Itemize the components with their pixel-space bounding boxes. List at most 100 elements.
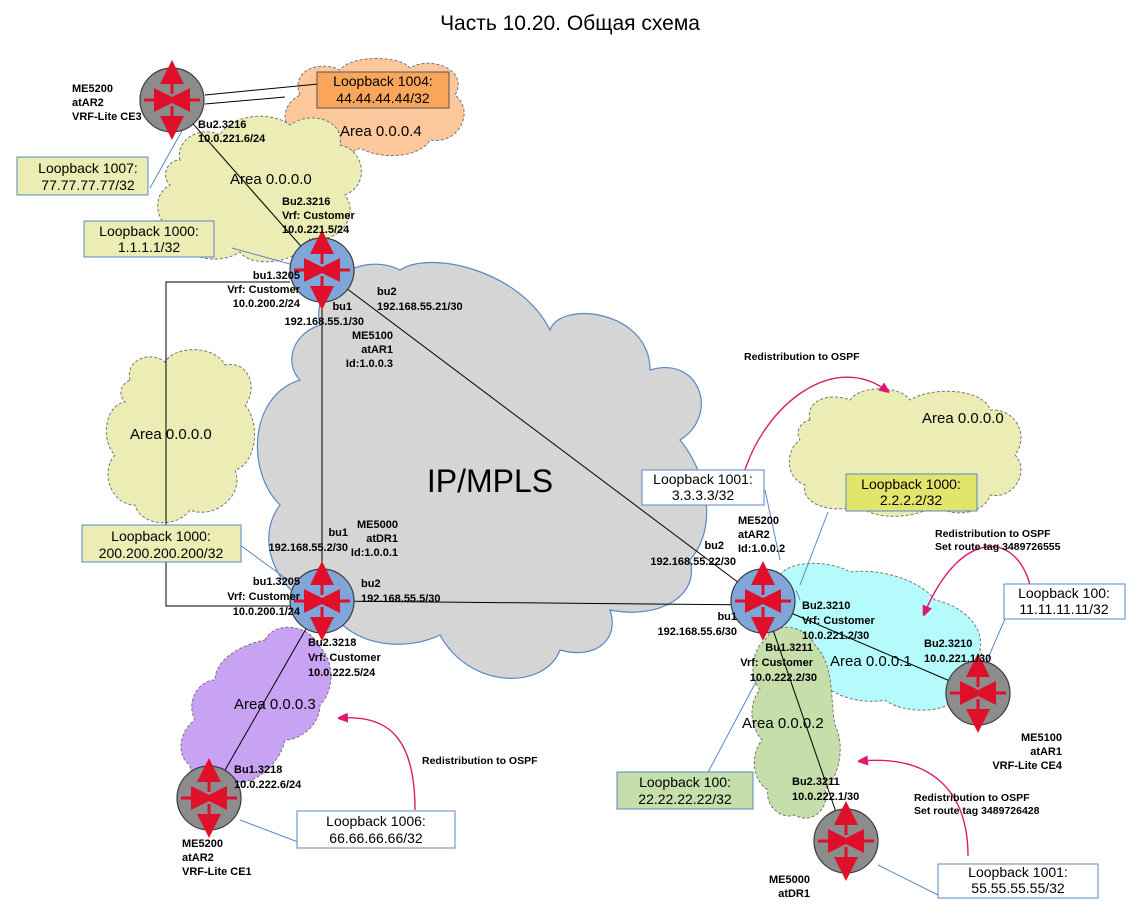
router-ar1[interactable] bbox=[289, 230, 355, 310]
link-dr1-ce1 bbox=[208, 600, 323, 799]
iface-dr1-bu2-3218: Bu2.3218 Vrf: Customer 10.0.222.5/24 bbox=[308, 637, 381, 679]
svg-text:11.11.11.11/32: 11.11.11.11/32 bbox=[1019, 601, 1108, 617]
svg-text:10.0.200.1/24: 10.0.200.1/24 bbox=[233, 606, 301, 618]
iface-ar2-bu1-3211: Bu1.3211 Vrf: Customer 10.0.222.2/30 bbox=[740, 642, 817, 684]
svg-text:atAR1: atAR1 bbox=[1030, 746, 1062, 758]
router-ce3-label: ME5200 atAR2 VRF-Lite CE3 bbox=[72, 83, 142, 123]
svg-text:bu1.3205: bu1.3205 bbox=[253, 576, 300, 588]
svg-text:atAR1: atAR1 bbox=[361, 344, 393, 356]
router-ce1[interactable] bbox=[176, 758, 242, 838]
loopback-1006-box: Loopback 1006: 66.66.66.66/32 bbox=[296, 810, 456, 849]
svg-text:bu2: bu2 bbox=[377, 286, 397, 298]
svg-text:10.0.200.2/24: 10.0.200.2/24 bbox=[233, 298, 301, 310]
loopback-1000-b-box: Loopback 1000: 200.200.200.200/32 bbox=[81, 524, 242, 563]
svg-text:200.200.200.200/32: 200.200.200.200/32 bbox=[99, 545, 224, 561]
svg-text:Bu2.3210: Bu2.3210 bbox=[802, 600, 850, 612]
svg-text:1.1.1.1/32: 1.1.1.1/32 bbox=[118, 239, 180, 255]
svg-text:Loopback 1001:: Loopback 1001: bbox=[653, 471, 753, 487]
svg-text:Set route tag 3489726555: Set route tag 3489726555 bbox=[935, 541, 1061, 553]
core-label: IP/MPLS bbox=[427, 463, 553, 499]
svg-text:bu1: bu1 bbox=[332, 301, 352, 313]
loopback-100-a-box: Loopback 100: 11.11.11.11/32 bbox=[1003, 583, 1126, 620]
svg-text:Loopback 1007:: Loopback 1007: bbox=[38, 160, 138, 176]
svg-text:3.3.3.3/32: 3.3.3.3/32 bbox=[672, 487, 734, 503]
svg-text:10.0.222.6/24: 10.0.222.6/24 bbox=[234, 779, 302, 791]
svg-text:Loopback 1000:: Loopback 1000: bbox=[861, 476, 961, 492]
svg-text:22.22.22.22/32: 22.22.22.22/32 bbox=[638, 791, 732, 807]
svg-text:Redistribution to OSPF: Redistribution to OSPF bbox=[935, 528, 1051, 540]
router-ce1-label: ME5200 atAR2 VRF-Lite CE1 bbox=[182, 838, 252, 878]
svg-text:bu2: bu2 bbox=[361, 578, 381, 590]
svg-text:192.168.55.2/30: 192.168.55.2/30 bbox=[268, 542, 348, 554]
loopback-100-b-box: Loopback 100: 22.22.22.22/32 bbox=[616, 771, 754, 810]
svg-text:Bu2.3216: Bu2.3216 bbox=[282, 196, 330, 208]
svg-text:10.0.221.5/24: 10.0.221.5/24 bbox=[282, 224, 350, 236]
svg-text:Loopback 1001:: Loopback 1001: bbox=[968, 864, 1068, 880]
svg-text:Vrf: Customer: Vrf: Customer bbox=[308, 652, 381, 664]
svg-text:ME5100: ME5100 bbox=[352, 330, 393, 342]
svg-text:ME5100: ME5100 bbox=[1021, 732, 1062, 744]
router-ce2[interactable] bbox=[813, 801, 879, 881]
svg-text:Loopback 1000:: Loopback 1000: bbox=[111, 528, 211, 544]
svg-text:77.77.77.77/32: 77.77.77.77/32 bbox=[41, 177, 135, 193]
router-ar1-label: ME5100 atAR1 Id:1.0.0.3 bbox=[346, 330, 393, 370]
router-ce2-label: ME5000 atDR1 bbox=[769, 874, 810, 900]
iface-ar1-bu2: bu2 192.168.55.21/30 bbox=[377, 286, 463, 313]
svg-text:bu1: bu1 bbox=[717, 611, 737, 623]
svg-text:Loopback 1006:: Loopback 1006: bbox=[326, 813, 426, 829]
area-label-1: Area 0.0.0.1 bbox=[830, 653, 912, 670]
svg-text:10.0.221.1/30: 10.0.221.1/30 bbox=[924, 653, 991, 665]
router-ce3[interactable] bbox=[139, 60, 205, 140]
svg-text:192.168.55.6/30: 192.168.55.6/30 bbox=[657, 626, 737, 638]
svg-text:Bu1.3218: Bu1.3218 bbox=[234, 764, 282, 776]
svg-text:ME5000: ME5000 bbox=[357, 519, 398, 531]
svg-text:ME5000: ME5000 bbox=[769, 874, 810, 886]
svg-text:Set route tag 3489726428: Set route tag 3489726428 bbox=[914, 805, 1040, 817]
svg-text:Loopback 1000:: Loopback 1000: bbox=[99, 223, 199, 239]
router-dr1[interactable] bbox=[289, 561, 355, 641]
svg-text:192.168.55.1/30: 192.168.55.1/30 bbox=[284, 316, 364, 328]
svg-text:Vrf: Customer: Vrf: Customer bbox=[227, 284, 300, 296]
diagram-title: Часть 10.20. Общая схема bbox=[440, 12, 700, 35]
iface-ce4-bu2-3210: Bu2.3210 10.0.221.1/30 bbox=[924, 638, 991, 665]
router-ce4[interactable] bbox=[945, 653, 1011, 733]
svg-text:ME5200: ME5200 bbox=[738, 515, 779, 527]
svg-text:bu1: bu1 bbox=[328, 527, 348, 539]
svg-text:10.0.222.2/30: 10.0.222.2/30 bbox=[750, 672, 817, 684]
link-ar2-ce4 bbox=[762, 600, 979, 694]
loopback-boxes: Loopback 1004: 44.44.44.44/32 Loopback 1… bbox=[16, 71, 1126, 899]
iface-ce2-bu2-3211: Bu2.3211 10.0.222.1/30 bbox=[792, 776, 859, 803]
loopback-1007-box: Loopback 1007: 77.77.77.77/32 bbox=[16, 156, 149, 196]
svg-text:Redistribution to OSPF: Redistribution to OSPF bbox=[914, 792, 1030, 804]
router-ar2[interactable] bbox=[730, 561, 796, 641]
svg-text:Bu2.3210: Bu2.3210 bbox=[924, 638, 972, 650]
router-ce4-label: ME5100 atAR1 VRF-Lite CE4 bbox=[992, 732, 1063, 772]
redistribution-label-bottom-right: Redistribution to OSPF Set route tag 348… bbox=[914, 792, 1040, 817]
svg-text:atAR2: atAR2 bbox=[182, 852, 214, 864]
svg-text:VRF-Lite CE1: VRF-Lite CE1 bbox=[182, 866, 252, 878]
iface-ar1-bu2-3216: Bu2.3216 Vrf: Customer 10.0.221.5/24 bbox=[282, 196, 355, 236]
svg-text:Loopback 100:: Loopback 100: bbox=[1018, 585, 1110, 601]
pointer-lines bbox=[149, 119, 1009, 896]
area-0-0-0-2-cloud bbox=[751, 626, 841, 819]
iface-ar2-bu2: bu2 192.168.55.22/30 bbox=[650, 540, 736, 568]
link-ce3-lb1004-b bbox=[204, 96, 286, 105]
svg-text:ME5200: ME5200 bbox=[72, 83, 113, 95]
area-label-2: Area 0.0.0.2 bbox=[742, 715, 824, 732]
svg-text:Bu1.3211: Bu1.3211 bbox=[765, 642, 813, 654]
svg-text:atDR1: atDR1 bbox=[366, 533, 398, 545]
iface-dr1-bu2: bu2 192.168.55.5/30 bbox=[361, 578, 441, 605]
svg-text:192.168.55.22/30: 192.168.55.22/30 bbox=[650, 556, 736, 568]
svg-text:Id:1.0.0.2: Id:1.0.0.2 bbox=[738, 543, 785, 555]
svg-text:Id:1.0.0.3: Id:1.0.0.3 bbox=[346, 358, 393, 370]
link-ce3-ar1 bbox=[171, 99, 323, 271]
link-ar1-ar2 bbox=[321, 269, 764, 602]
iface-dr1-bu1: bu1 192.168.55.2/30 bbox=[268, 527, 348, 554]
svg-text:Vrf: Customer: Vrf: Customer bbox=[802, 615, 875, 627]
svg-text:66.66.66.66/32: 66.66.66.66/32 bbox=[329, 830, 423, 846]
router-labels: ME5200 atAR2 VRF-Lite CE3 ME5100 atAR1 I… bbox=[72, 83, 1063, 900]
svg-text:atAR2: atAR2 bbox=[72, 97, 104, 109]
area-label-3: Area 0.0.0.3 bbox=[234, 696, 316, 713]
routers[interactable] bbox=[139, 60, 1011, 881]
